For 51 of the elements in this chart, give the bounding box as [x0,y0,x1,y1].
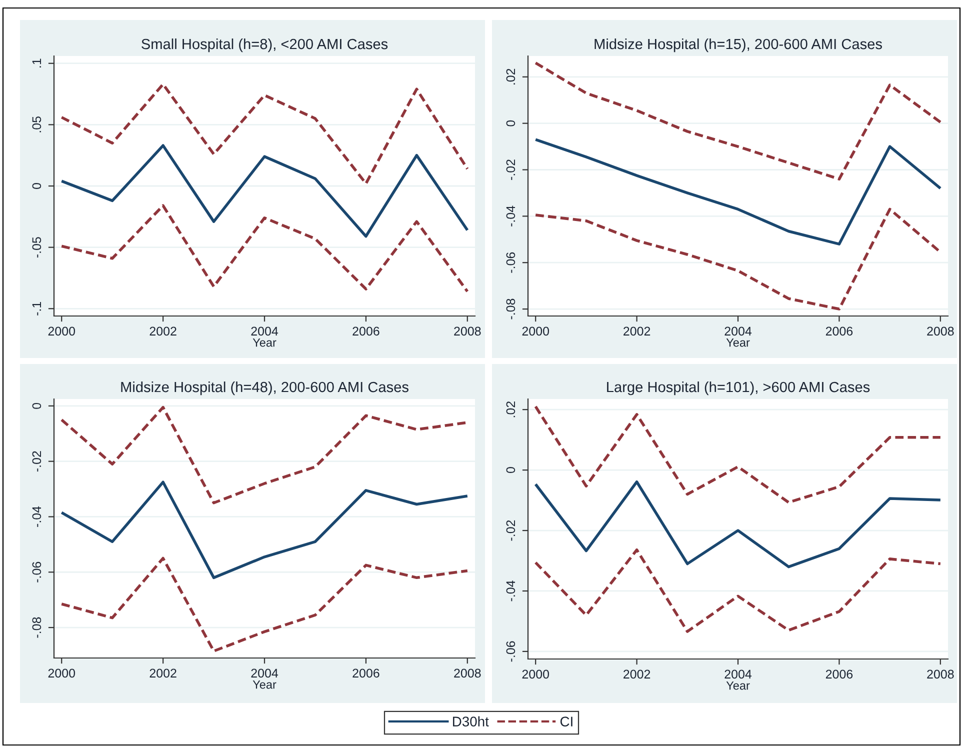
x-tick-label: 2000 [522,326,550,336]
x-tick-label: 2006 [352,668,380,678]
x-tick-label: 2002 [624,326,650,336]
x-tick-label: 2000 [48,668,76,678]
y-tick-label: 0 [32,183,42,189]
y-tick-label: -.02 [506,160,516,180]
y-tick-label: -.04 [506,580,516,602]
x-tick-label: 2002 [624,670,650,679]
legend-label: D30ht [453,716,489,726]
y-tick-label: 0 [32,402,42,409]
y-tick-label: .02 [506,68,516,84]
x-axis-title: Year [726,682,750,690]
x-tick-label: 2004 [724,670,752,679]
y-tick-label: -.08 [506,298,516,320]
y-tick-label: .1 [32,58,41,68]
chart-title: Large Hospital (h=101), >600 AMI Cases [607,381,870,396]
x-tick-label: 2004 [251,326,278,336]
chart-title: Midsize Hospital (h=48), 200-600 AMI Cases [121,381,408,396]
x-tick-label: 2008 [454,668,481,678]
x-axis-title: Year [726,338,750,347]
x-tick-label: 2000 [48,326,76,336]
y-tick-label: -.1 [32,302,41,316]
x-tick-label: 2008 [927,326,954,336]
x-tick-label: 2004 [724,326,752,336]
x-axis-title: Year [252,680,276,689]
x-tick-label: 2002 [150,668,176,678]
chart-title: Small Hospital (h=8), <200 AMI Cases [142,38,388,52]
y-tick-label: 0 [506,467,516,474]
y-tick-label: -.06 [506,641,516,662]
y-tick-label: 0 [506,120,516,126]
x-tick-label: 2008 [927,670,954,679]
x-tick-label: 2000 [522,670,550,679]
y-tick-label: -.02 [506,520,516,541]
x-tick-label: 2006 [826,670,853,679]
y-tick-label: -.02 [32,451,42,472]
x-tick-label: 2006 [352,326,380,336]
chart-title: Midsize Hospital (h=15), 200-600 AMI Cases [594,38,882,52]
y-tick-label: -.06 [506,252,516,273]
x-tick-label: 2004 [251,668,278,678]
x-tick-label: 2008 [454,326,481,336]
legend-label: CI [560,716,572,726]
y-tick-label: -.05 [32,237,42,258]
y-tick-label: .05 [32,116,42,132]
y-tick-label: -.06 [32,562,42,582]
y-tick-label: -.08 [32,617,42,638]
y-tick-label: -.04 [32,506,42,527]
x-tick-label: 2006 [826,326,853,336]
x-tick-label: 2002 [150,326,176,336]
x-axis-title: Year [252,338,276,347]
y-tick-label: .02 [506,402,516,418]
y-tick-label: -.04 [506,206,516,226]
